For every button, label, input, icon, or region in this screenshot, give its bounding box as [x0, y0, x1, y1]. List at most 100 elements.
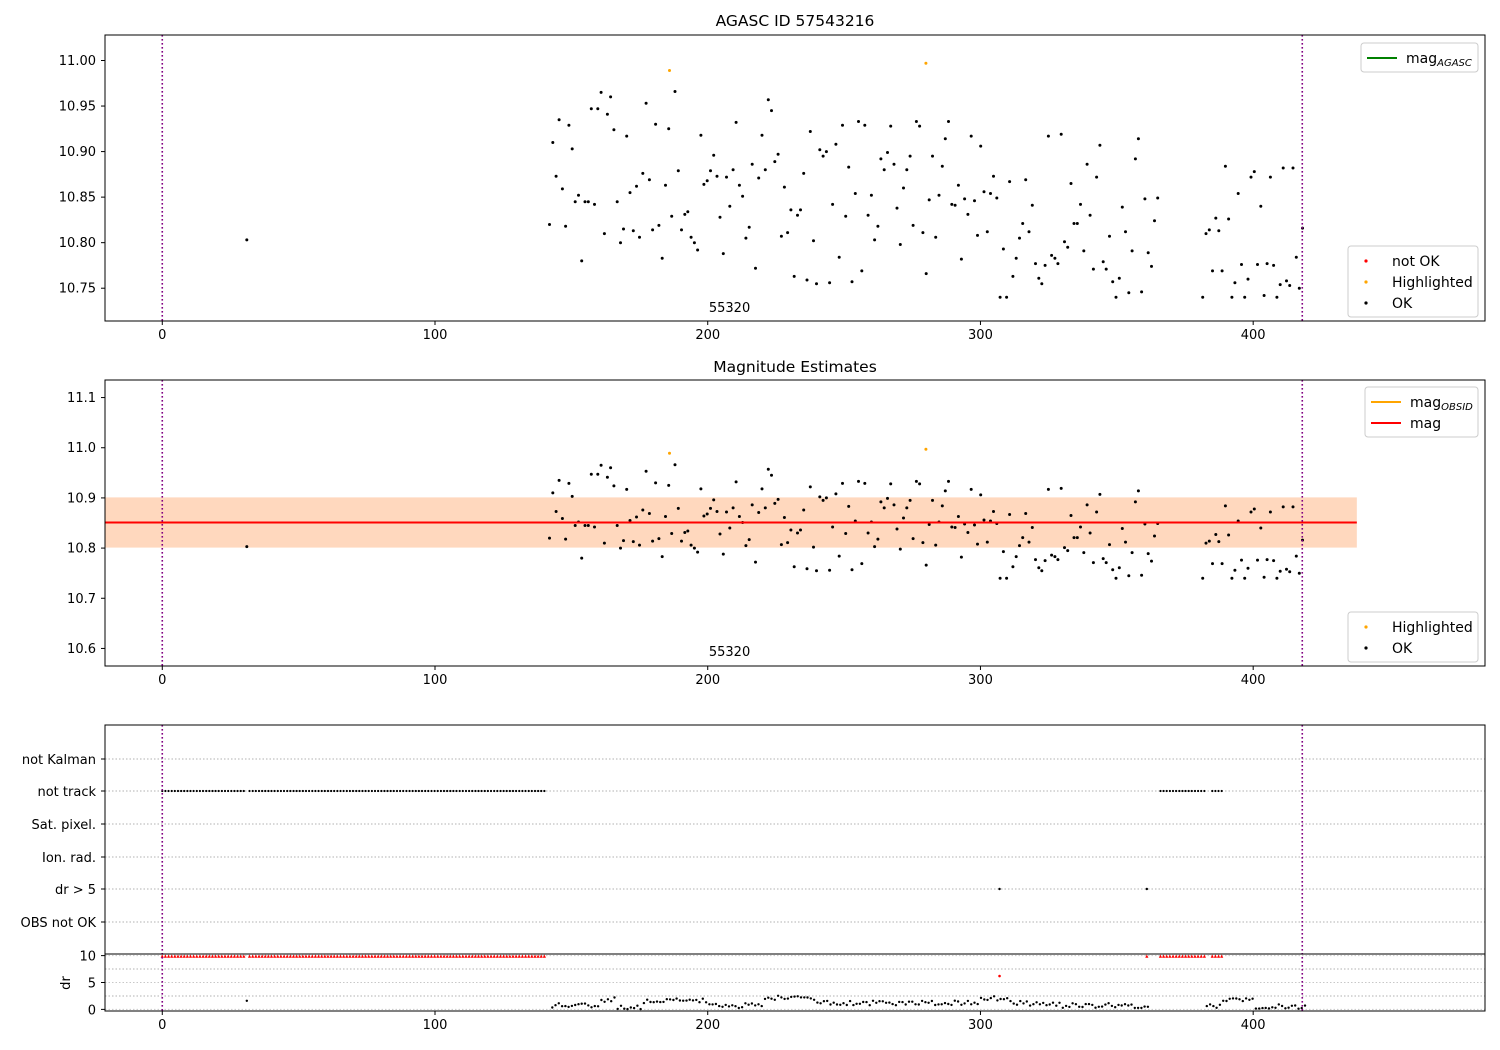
mag-est-point-ok — [715, 510, 719, 513]
dr-clipped-marker — [342, 954, 346, 958]
flag-point-not-track — [282, 789, 286, 793]
dr-point — [1258, 1007, 1261, 1010]
dr-point — [1208, 1003, 1212, 1006]
flag-point-not-track — [483, 789, 486, 793]
mag-est-point-ok — [1008, 513, 1012, 516]
agasc-point-ok — [918, 124, 922, 128]
mag-est-point-ok — [1297, 571, 1301, 575]
dr-point — [665, 998, 668, 1001]
agasc-point-ok — [943, 137, 947, 141]
mag-est-point-ok — [992, 510, 995, 513]
flag-point-not-track — [537, 789, 540, 793]
agasc-point-ok — [1233, 281, 1237, 285]
agasc-point-ok — [1104, 267, 1108, 271]
mag-est-point-ok — [1072, 536, 1076, 540]
dr-point — [855, 1002, 858, 1005]
dr-clipped-marker — [304, 954, 308, 958]
dr-clipped-marker — [201, 954, 205, 958]
mag-est-point-ok — [1272, 559, 1276, 563]
agasc-point-ok — [1063, 240, 1066, 244]
agasc-point-ok — [1294, 255, 1298, 259]
agasc-point-ok — [725, 175, 728, 179]
agasc-point-ok — [1014, 256, 1018, 260]
dr-point — [1032, 1003, 1035, 1006]
dr-clipped-marker — [1210, 954, 1214, 958]
agasc-point-ok — [779, 234, 783, 238]
mag-est-point-ok — [1117, 566, 1121, 570]
dr-point — [924, 1001, 927, 1004]
dr-xtick-label: 0 — [158, 1018, 166, 1033]
mag-est-ytick-label: 10.9 — [67, 491, 96, 506]
agasc-point-ok — [866, 213, 870, 217]
mag-est-point-ok — [789, 528, 793, 532]
dr-point — [1222, 999, 1225, 1002]
mag-est-point-ok — [1037, 566, 1041, 570]
dr-clipped-marker — [373, 954, 377, 958]
dr-point — [760, 1004, 763, 1008]
dr-clipped-marker — [160, 954, 164, 958]
agasc-point-ok — [1291, 166, 1295, 170]
mag-est-point-ok — [1111, 568, 1115, 572]
agasc-points-legend-label: OK — [1392, 296, 1413, 312]
mag-est-point-highlighted — [924, 447, 928, 451]
agasc-point-ok — [1088, 213, 1092, 217]
agasc-point-ok — [625, 134, 629, 138]
dr-point — [875, 1001, 878, 1004]
dr-point — [1100, 1005, 1104, 1008]
flag-point-not-track — [455, 789, 458, 793]
dr-point — [956, 1000, 960, 1003]
mag-est-point-ok — [589, 472, 593, 476]
flag-row-label: Sat. pixel. — [32, 818, 96, 833]
mag-est-point-ok — [779, 543, 783, 547]
dr-point — [806, 996, 809, 999]
agasc-point-ok — [680, 228, 683, 232]
flag-point-not-track — [399, 789, 402, 793]
mag-est-point-ok — [737, 515, 741, 518]
mag-est-point-ok — [873, 545, 877, 549]
dr-point — [793, 995, 796, 998]
dr-point — [852, 1003, 855, 1007]
dr-clipped-marker — [420, 954, 424, 958]
agasc-point-ok — [699, 133, 703, 137]
agasc-point-ok — [1207, 228, 1211, 232]
dr-clipped-marker — [1193, 954, 1197, 958]
mag-est-point-ok — [824, 496, 828, 500]
flag-point-not-track — [1193, 789, 1197, 793]
dr-point — [727, 1005, 731, 1008]
flag-point-not-track — [380, 789, 383, 793]
mag-est-point-ok — [1294, 554, 1298, 558]
flag-point-not-track — [452, 789, 455, 793]
flag-point-not-track — [208, 789, 211, 793]
mag-est-xtick-label: 0 — [158, 673, 166, 688]
dr-clipped-marker — [198, 954, 202, 958]
mag-est-point-ok — [1088, 531, 1092, 535]
mag-est-point-ok — [940, 504, 944, 508]
dr-point — [914, 1003, 917, 1006]
dr-clipped-marker — [1196, 954, 1200, 958]
dr-point — [724, 1003, 727, 1007]
flag-point-not-track — [320, 789, 323, 793]
mag-est-point-ok — [1150, 559, 1153, 563]
flag-point-not-track — [408, 789, 411, 793]
flag-point-not-track — [405, 789, 408, 793]
agasc-point-ok — [1201, 295, 1205, 299]
mag-est-point-ok — [615, 524, 619, 527]
flag-point-not-track — [233, 789, 236, 793]
flag-point-not-track — [195, 789, 198, 793]
dr-point — [858, 1002, 862, 1005]
dr-point — [695, 998, 698, 1002]
dr-clipped-marker — [517, 954, 521, 958]
dr-clipped-marker — [351, 954, 355, 958]
dr-clipped-marker — [398, 954, 402, 958]
flag-point-not-track — [424, 789, 427, 793]
dr-clipped-marker — [401, 954, 405, 958]
agasc-point-ok — [985, 230, 989, 234]
mag-est-point-ok — [721, 552, 725, 556]
dr-point — [1042, 1001, 1045, 1005]
mag-est-point-ok — [1001, 550, 1005, 554]
flag-point-not-track — [270, 789, 273, 793]
flag-point-not-track — [1178, 789, 1181, 793]
dr-point — [884, 1001, 888, 1004]
dr-point — [1130, 1003, 1133, 1006]
mag-est-point-ok — [1227, 533, 1231, 537]
